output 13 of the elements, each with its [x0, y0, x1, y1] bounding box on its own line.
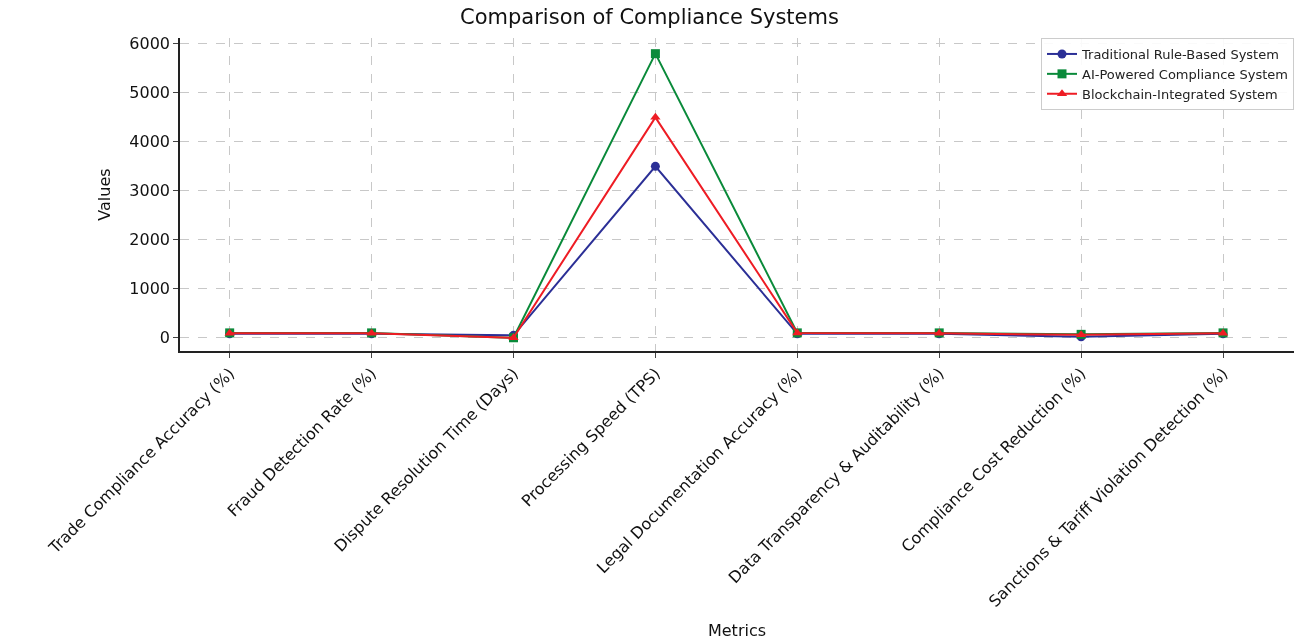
- y-axis-title: Values: [94, 168, 114, 221]
- y-tick-label: 1000: [129, 279, 171, 299]
- y-tick-label: 4000: [129, 132, 171, 152]
- x-axis-title: Metrics: [707, 620, 767, 640]
- legend-label: Blockchain-Integrated System: [1082, 86, 1278, 102]
- legend-label: AI-Powered Compliance System: [1082, 66, 1288, 82]
- legend-label: Traditional Rule-Based System: [1081, 47, 1279, 63]
- y-tick-label: 3000: [129, 181, 171, 201]
- y-tick-label: 0: [159, 328, 171, 348]
- chart-title: Comparison of Compliance Systems: [460, 5, 839, 30]
- y-tick-label: 2000: [129, 230, 171, 250]
- y-tick-label: 5000: [129, 83, 171, 103]
- y-tick-label: 6000: [129, 34, 171, 54]
